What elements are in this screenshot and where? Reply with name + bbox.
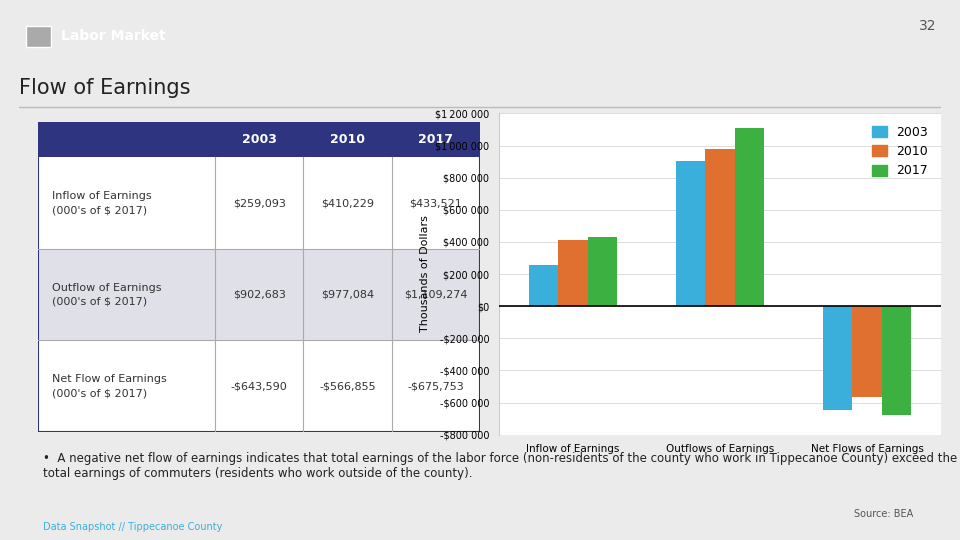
Y-axis label: Thousands of Dollars: Thousands of Dollars — [420, 215, 430, 333]
FancyBboxPatch shape — [303, 157, 392, 249]
FancyBboxPatch shape — [38, 157, 215, 249]
Text: Source: BEA: Source: BEA — [854, 509, 913, 519]
Bar — [558, 240, 588, 306]
FancyBboxPatch shape — [38, 122, 215, 157]
Text: Data Snapshot // Tippecanoe County: Data Snapshot // Tippecanoe County — [43, 522, 222, 531]
Bar — [529, 265, 558, 306]
Bar — [706, 149, 734, 306]
FancyBboxPatch shape — [392, 340, 480, 432]
FancyBboxPatch shape — [38, 340, 215, 432]
Legend: 2003, 2010, 2017: 2003, 2010, 2017 — [865, 120, 934, 184]
FancyBboxPatch shape — [215, 157, 303, 249]
Text: $259,093: $259,093 — [232, 198, 286, 208]
FancyBboxPatch shape — [392, 122, 480, 157]
Bar — [588, 237, 617, 306]
Text: Labor Market: Labor Market — [61, 30, 166, 43]
FancyBboxPatch shape — [303, 249, 392, 340]
Text: 2017: 2017 — [419, 133, 453, 146]
Text: Inflow of Earnings
(000's of $ 2017): Inflow of Earnings (000's of $ 2017) — [52, 191, 152, 215]
FancyBboxPatch shape — [392, 249, 480, 340]
Text: $1,109,274: $1,109,274 — [404, 289, 468, 300]
FancyBboxPatch shape — [392, 157, 480, 249]
FancyBboxPatch shape — [215, 249, 303, 340]
Text: 2010: 2010 — [330, 133, 365, 146]
Text: $977,084: $977,084 — [321, 289, 374, 300]
Text: Flow of Earnings: Flow of Earnings — [19, 78, 191, 98]
FancyBboxPatch shape — [38, 249, 215, 340]
Text: $410,229: $410,229 — [321, 198, 374, 208]
Bar — [676, 161, 706, 306]
Text: -$675,753: -$675,753 — [407, 381, 465, 391]
Text: Outflow of Earnings
(000's of $ 2017): Outflow of Earnings (000's of $ 2017) — [52, 282, 161, 307]
Text: $902,683: $902,683 — [232, 289, 286, 300]
Text: $433,521: $433,521 — [410, 198, 462, 208]
Text: -$566,855: -$566,855 — [320, 381, 375, 391]
FancyBboxPatch shape — [26, 26, 51, 47]
Text: 32: 32 — [919, 19, 936, 33]
FancyBboxPatch shape — [215, 122, 303, 157]
Text: Net Flow of Earnings
(000's of $ 2017): Net Flow of Earnings (000's of $ 2017) — [52, 374, 166, 398]
Text: •  A negative net flow of earnings indicates that total earnings of the labor fo: • A negative net flow of earnings indica… — [43, 452, 957, 480]
FancyBboxPatch shape — [303, 122, 392, 157]
Bar — [852, 306, 882, 397]
Bar — [823, 306, 852, 409]
FancyBboxPatch shape — [215, 340, 303, 432]
Bar — [734, 128, 764, 306]
FancyBboxPatch shape — [303, 340, 392, 432]
Text: -$643,590: -$643,590 — [230, 381, 288, 391]
Bar — [882, 306, 911, 415]
Text: 2003: 2003 — [242, 133, 276, 146]
